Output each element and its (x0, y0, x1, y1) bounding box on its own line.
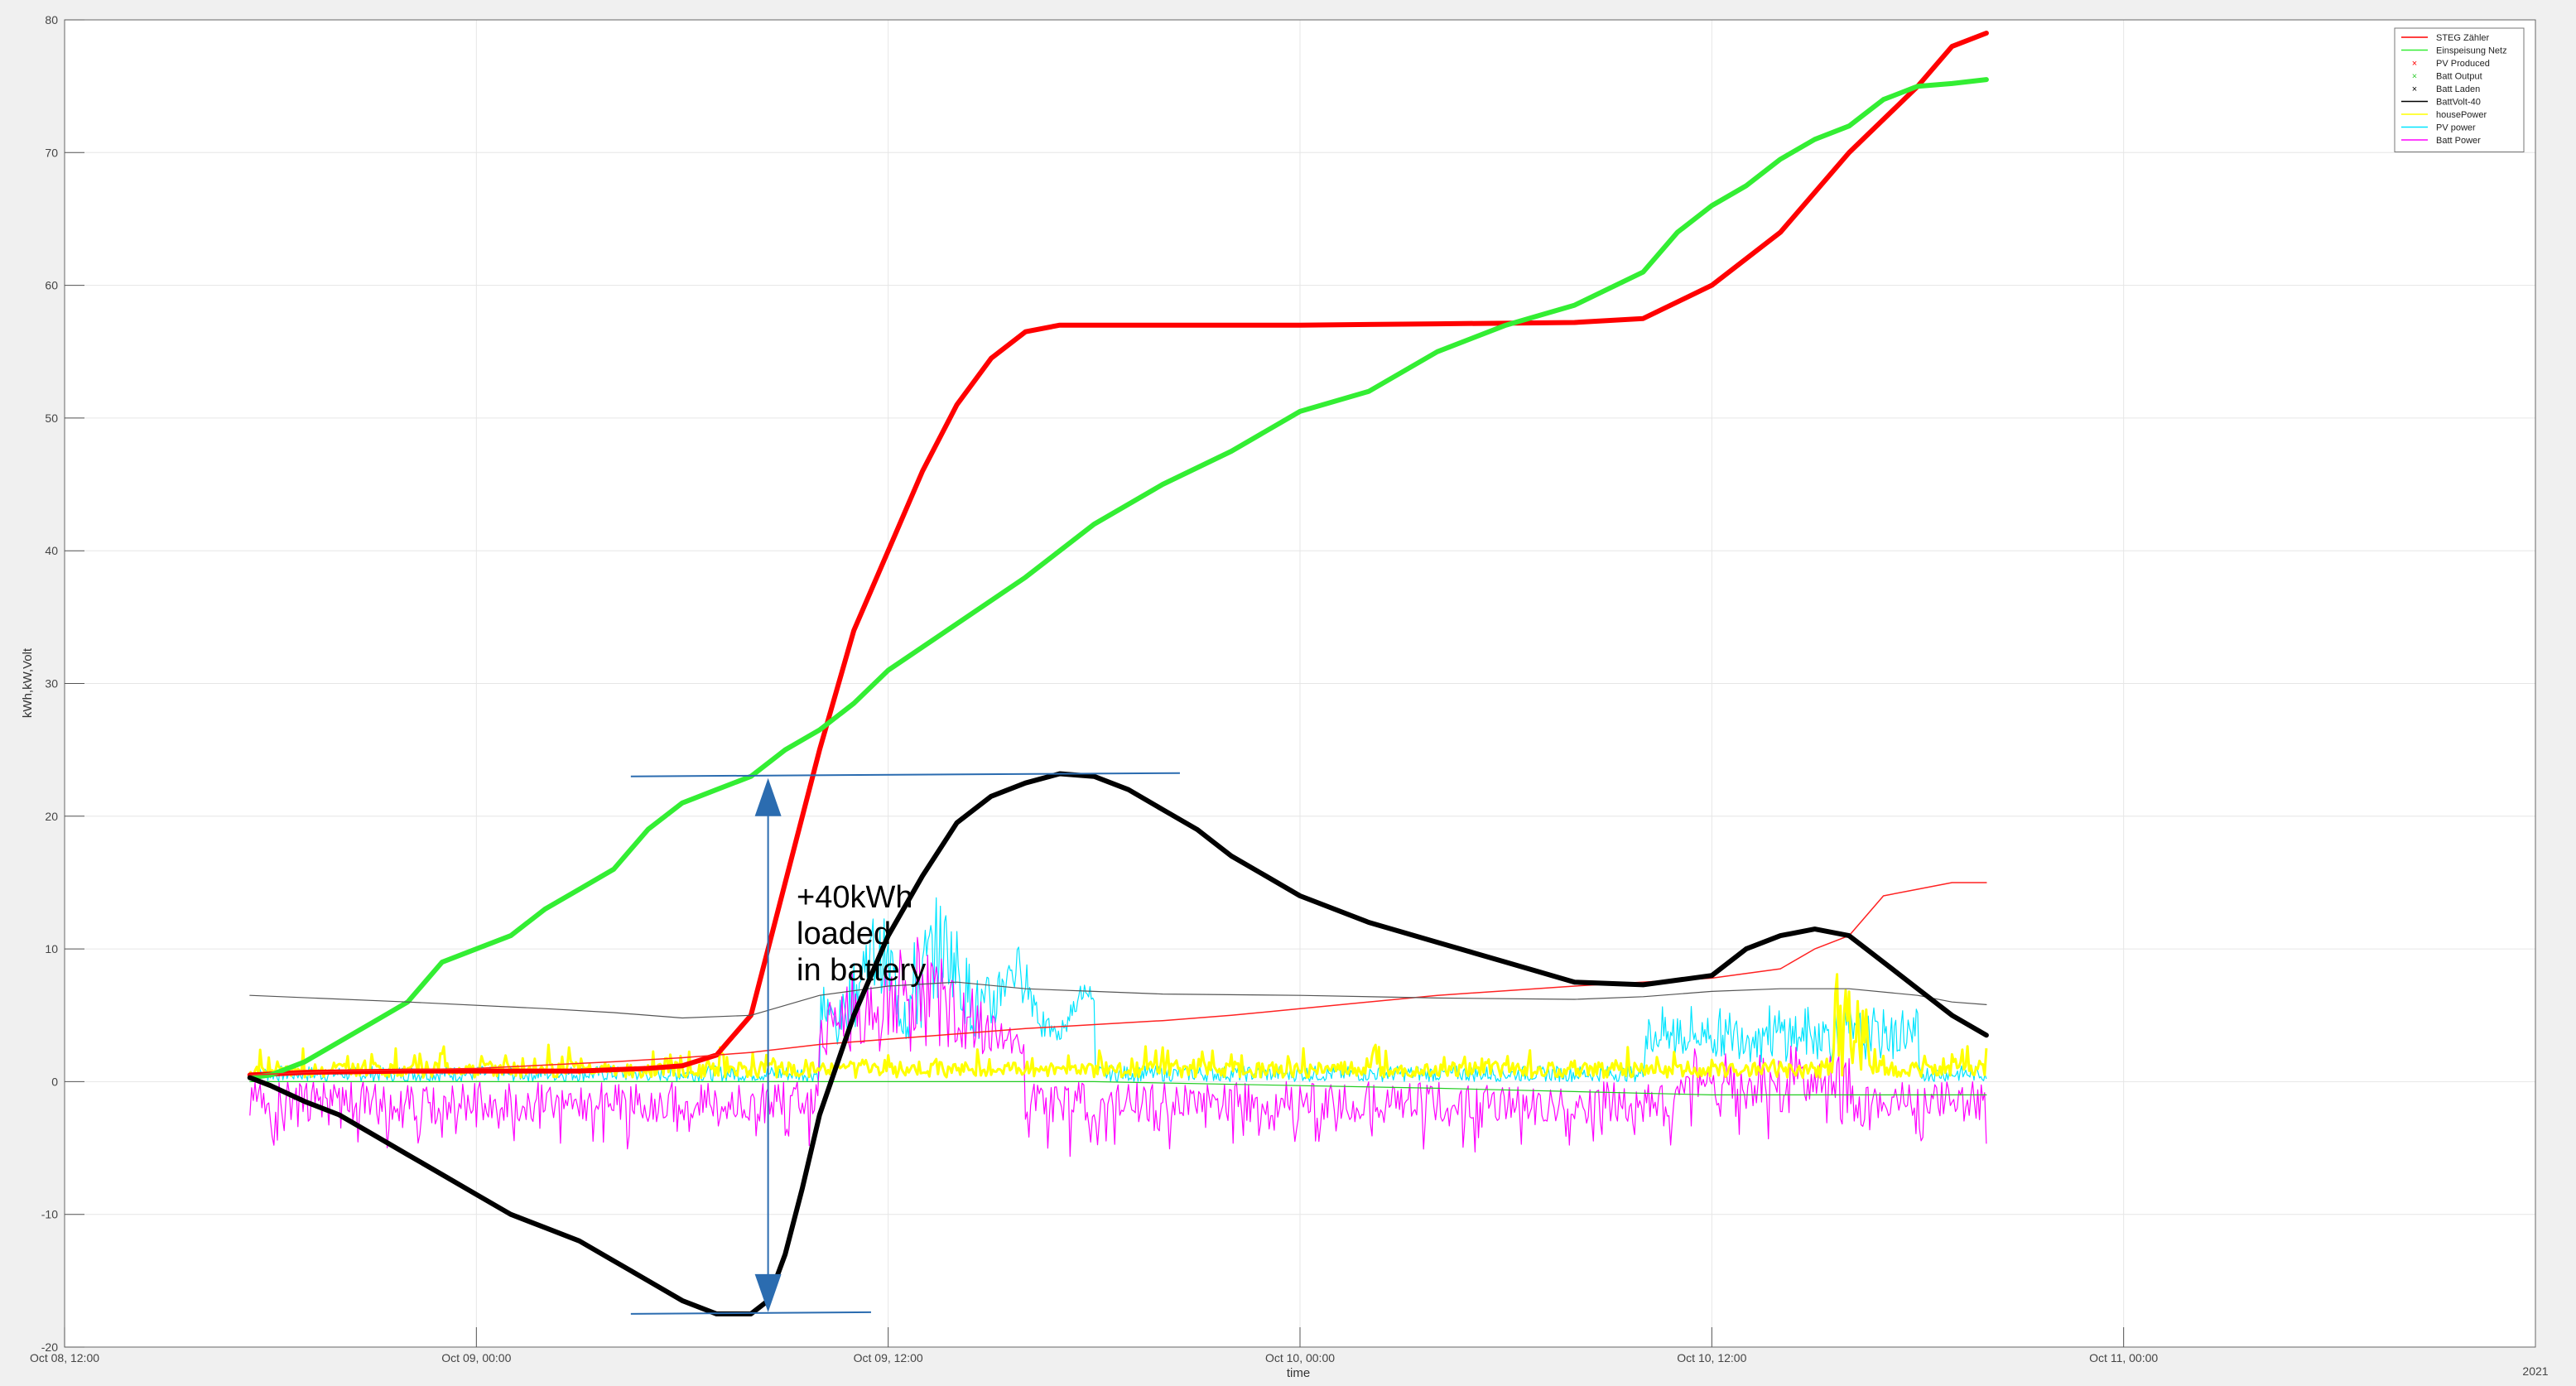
x-tick-label: Oct 08, 12:00 (30, 1351, 99, 1364)
legend-label: Einspeisung Netz (2436, 46, 2507, 56)
x-tick-label: Oct 09, 12:00 (854, 1351, 923, 1364)
y-tick-label: 60 (45, 279, 58, 292)
upper-reference-line (630, 772, 1180, 777)
y-tick-label: 40 (45, 544, 58, 557)
legend-marker-icon: × (2412, 84, 2417, 94)
y-axis-label: kWh,kW,Volt (21, 647, 35, 718)
legend: STEG Zähler Einspeisung Netz × PV Produced ×… (2394, 27, 2525, 152)
legend-label: housePower (2436, 110, 2487, 120)
annotation-text-line: loaded (797, 917, 891, 951)
legend-label: BattVolt-40 (2436, 98, 2481, 108)
lower-reference-line (630, 1311, 871, 1315)
y-tick-label: 20 (45, 810, 58, 823)
legend-label: Batt Laden (2436, 84, 2480, 94)
legend-label: Batt Power (2436, 136, 2481, 146)
x-axis-label: time (1287, 1366, 1310, 1380)
batt-power-line (249, 936, 1987, 1157)
annotation-text-line: in battery (797, 953, 926, 988)
legend-label: PV Produced (2436, 59, 2490, 69)
x-tick-label: Oct 09, 00:00 (441, 1351, 511, 1364)
y-tick-label: 80 (45, 13, 58, 26)
legend-label: Batt Output (2436, 72, 2482, 82)
arrow-up-icon (754, 777, 782, 816)
y-axis-ticks: -20 -10 0 10 20 30 40 50 60 70 80 (41, 13, 84, 1354)
y-tick-label: -20 (41, 1340, 58, 1354)
series-line-5 (247, 771, 1989, 1316)
series-line-3 (249, 1080, 1987, 1096)
y-tick-label: 0 (51, 1075, 58, 1088)
legend-marker-icon: × (2412, 72, 2417, 82)
legend-marker-icon: × (2412, 59, 2417, 69)
series-lines (247, 31, 1989, 1316)
y-tick-label: 70 (45, 146, 58, 159)
series-line-1 (247, 77, 1989, 1080)
series-line-0 (247, 31, 1989, 1078)
x-tick-label: Oct 10, 00:00 (1265, 1351, 1335, 1364)
y-tick-label: -10 (41, 1208, 58, 1221)
legend-label: STEG Zähler (2436, 33, 2490, 43)
x-axis-ticks: Oct 08, 12:00 Oct 09, 00:00 Oct 09, 12:00 O… (30, 1327, 2549, 1378)
y-tick-label: 50 (45, 411, 58, 425)
x-tick-label: Oct 10, 12:00 (1677, 1351, 1746, 1364)
x-tick-label: Oct 11, 00:00 (2089, 1351, 2158, 1364)
arrow-down-icon (754, 1273, 782, 1312)
series-line-4 (249, 981, 1987, 1019)
legend-box (2394, 27, 2525, 152)
series-line-2 (249, 882, 1987, 1076)
legend-label: PV power (2436, 123, 2476, 133)
x-year-label: 2021 (2522, 1364, 2548, 1378)
y-tick-label: 30 (45, 677, 58, 691)
annotation-text-line: +40kWh (797, 880, 912, 915)
y-tick-label: 10 (45, 942, 58, 955)
